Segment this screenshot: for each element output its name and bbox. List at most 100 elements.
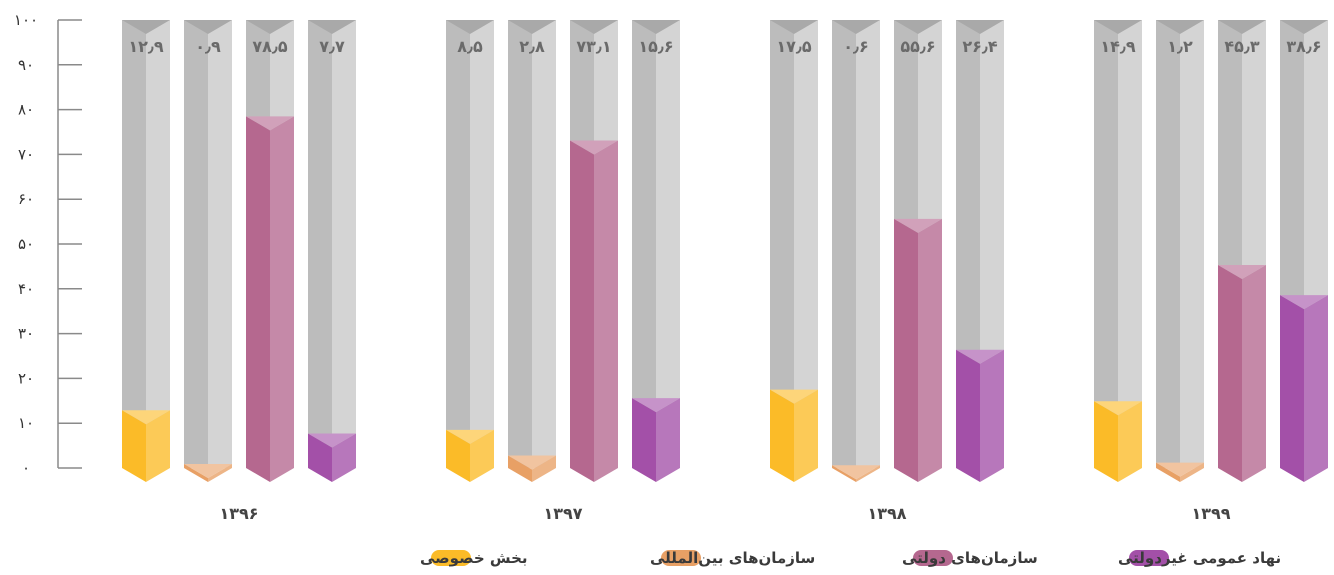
bar-value-label: ۰٫۶	[843, 37, 869, 56]
bar-value-label: ۷۳٫۱	[576, 37, 611, 56]
bar-fill-left	[446, 429, 470, 482]
bar-fill-left	[184, 463, 208, 482]
legend-label: نهاد عمومی غیردولتی	[1118, 549, 1281, 567]
bar-value-label: ۱۴٫۹	[1100, 37, 1136, 56]
bar-fill-cap	[1218, 265, 1266, 280]
bar-background-right	[332, 20, 356, 468]
bar-value-label: ۱۵٫۶	[638, 37, 673, 56]
bar-background-right	[208, 20, 232, 468]
bar-fill-cap	[956, 349, 1004, 364]
bar-fill-right	[1242, 265, 1266, 482]
bar-background-left	[632, 20, 656, 468]
bar-fill-left	[894, 218, 918, 483]
bar-fill-right	[980, 349, 1004, 482]
legend-swatch	[431, 550, 471, 566]
bar-background-cap	[1280, 20, 1328, 34]
bar-background-right	[656, 20, 680, 468]
bar-background-left	[508, 20, 532, 468]
bar-fill-left	[1156, 462, 1180, 482]
legend-swatch	[913, 550, 953, 566]
bar-value-label: ۱۷٫۵	[776, 37, 812, 56]
bar-fill-right	[270, 116, 294, 482]
bar-fill-right	[1118, 401, 1142, 482]
bar-fill-right	[1180, 462, 1204, 482]
bar-value-label: ۳۸٫۶	[1286, 37, 1321, 56]
bar-value-label: ۷۸٫۵	[252, 37, 288, 56]
bar-value-label: ۱٫۲	[1167, 37, 1193, 56]
y-tick-label: ۴۰	[18, 280, 34, 298]
bar-background-cap	[956, 20, 1004, 34]
bar-fill-cap	[446, 429, 494, 444]
bar-background-left	[308, 20, 332, 468]
bar-value-label: ۲۶٫۴	[962, 37, 998, 56]
legend-swatch	[1129, 550, 1169, 566]
bar-value-label: ۵۵٫۶	[900, 37, 935, 56]
bar-background-right	[146, 20, 170, 468]
bar-background-right	[856, 20, 880, 468]
bar-fill-left	[770, 389, 794, 482]
y-tick-label: ۱۰۰	[14, 11, 38, 29]
bar-fill-right	[332, 433, 356, 482]
x-category-label: ۱۳۹۷	[543, 504, 582, 523]
bar-background-cap	[832, 20, 880, 34]
bar-fill-right	[208, 463, 232, 482]
legend-label: بخش خصوصی	[420, 549, 528, 567]
bar-background-cap	[1094, 20, 1142, 34]
bar-background-cap	[570, 20, 618, 34]
legend-label: سازمان‌های بین‌المللی	[650, 549, 815, 567]
y-tick-label: ۸۰	[18, 101, 34, 119]
bar-fill-left	[632, 398, 656, 482]
bar-fill-right	[532, 455, 556, 482]
bar-fill-left	[508, 455, 532, 482]
bar-value-label: ۱۲٫۹	[128, 37, 164, 56]
bar-background-left	[1094, 20, 1118, 468]
bar-background-cap	[770, 20, 818, 34]
bar-fill-cap	[1094, 401, 1142, 416]
bar-background-right	[532, 20, 556, 468]
bar-background-cap	[308, 20, 356, 34]
y-tick-label: ۰	[22, 459, 30, 477]
bar-fill-cap	[632, 398, 680, 413]
bar-fill-right	[856, 465, 880, 482]
bar-fill-left	[122, 410, 146, 482]
bar-background-left	[184, 20, 208, 468]
y-tick-label: ۵۰	[18, 235, 34, 253]
bar-value-label: ۸٫۵	[457, 37, 483, 56]
bar-fill-cap	[1280, 295, 1328, 310]
bar-background-left	[1156, 20, 1180, 468]
bar-background-left	[832, 20, 856, 468]
bar-background-left	[122, 20, 146, 468]
bar-background-cap	[632, 20, 680, 34]
bar-fill-cap	[122, 410, 170, 425]
bar-fill-left	[832, 465, 856, 482]
bar-fill-left	[956, 349, 980, 482]
y-tick-label: ۳۰	[18, 325, 34, 343]
bar-value-label: ۲٫۸	[519, 37, 545, 56]
bar-fill-right	[146, 410, 170, 482]
legend-label: سازمان‌های دولتی	[902, 549, 1038, 567]
bar-fill-right	[794, 389, 818, 482]
bar-value-label: ۷٫۷	[319, 37, 345, 56]
bar-fill-cap	[770, 389, 818, 404]
bar-background-cap	[894, 20, 942, 34]
bar-background-right	[470, 20, 494, 468]
x-category-label: ۱۳۹۹	[1191, 504, 1230, 523]
bar-fill-cap	[246, 116, 294, 131]
bar-background-cap	[446, 20, 494, 34]
x-category-label: ۱۳۹۸	[867, 504, 906, 523]
bar-fill-right	[918, 218, 942, 483]
bar-background-cap	[246, 20, 294, 34]
bar-fill-left	[1218, 265, 1242, 482]
bar-background-cap	[122, 20, 170, 34]
y-tick-label: ۶۰	[18, 190, 34, 208]
bar-background-right	[1118, 20, 1142, 468]
bar-value-label: ۰٫۹	[195, 37, 221, 56]
bar-fill-left	[246, 116, 270, 482]
bar-fill-right	[656, 398, 680, 482]
y-tick-label: ۹۰	[18, 56, 34, 74]
y-tick-label: ۲۰	[18, 369, 34, 387]
bar-fill-cap	[308, 433, 356, 448]
bar-background-cap	[184, 20, 232, 34]
